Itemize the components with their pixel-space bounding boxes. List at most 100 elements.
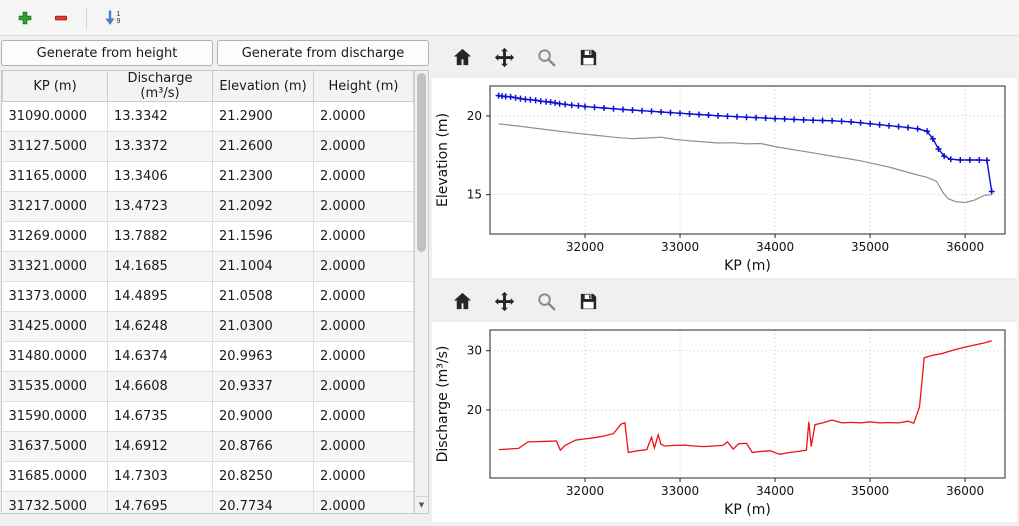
table-cell[interactable]: 21.0508 [212, 281, 314, 312]
discharge-plot-canvas[interactable]: 32000 33000 34000 35000 36000 20 30 KP (m) Disch… [432, 322, 1015, 522]
column-header[interactable]: Height (m) [313, 71, 414, 102]
table-cell[interactable]: 21.0300 [212, 311, 314, 342]
sort-button[interactable]: 1 9 [97, 4, 127, 32]
table-cell[interactable]: 31321.0000 [2, 251, 108, 282]
table-cell[interactable]: 14.6735 [107, 401, 213, 432]
home-button[interactable] [446, 285, 478, 317]
scrollbar-thumb[interactable] [417, 73, 426, 252]
table-cell[interactable]: 31685.0000 [2, 461, 108, 492]
table-cell[interactable]: 31127.5000 [2, 131, 108, 162]
table-cell[interactable]: 2.0000 [313, 251, 414, 282]
table-cell[interactable]: 21.2600 [212, 131, 314, 162]
table-cell[interactable]: 14.6374 [107, 341, 213, 372]
table-cell[interactable]: 2.0000 [313, 131, 414, 162]
table-cell[interactable]: 21.2900 [212, 101, 314, 132]
table-cell[interactable]: 13.3342 [107, 101, 213, 132]
table-cell[interactable]: 14.6912 [107, 431, 213, 462]
table-cell[interactable]: 20.9337 [212, 371, 314, 402]
table-cell[interactable]: 31535.0000 [2, 371, 108, 402]
table-cell[interactable]: 31373.0000 [2, 281, 108, 312]
table-cell[interactable]: 2.0000 [313, 341, 414, 372]
table-cell[interactable]: 13.3406 [107, 161, 213, 192]
table-cell[interactable]: 2.0000 [313, 311, 414, 342]
svg-text:34000: 34000 [756, 484, 794, 498]
pan-button[interactable] [488, 285, 520, 317]
table-cell[interactable]: 14.6248 [107, 311, 213, 342]
table-cell[interactable]: 31480.0000 [2, 341, 108, 372]
table-cell[interactable]: 2.0000 [313, 371, 414, 402]
table-row[interactable]: 31090.0000 13.3342 21.2900 2.0000 [2, 101, 414, 132]
table-cell[interactable]: 2.0000 [313, 281, 414, 312]
table-cell[interactable]: 14.6608 [107, 371, 213, 402]
magnifier-icon [537, 292, 555, 310]
table-cell[interactable]: 21.2300 [212, 161, 314, 192]
table-cell[interactable]: 2.0000 [313, 491, 414, 513]
svg-text:33000: 33000 [661, 484, 699, 498]
table-cell[interactable]: 14.7303 [107, 461, 213, 492]
generate-from-discharge-button[interactable]: Generate from discharge [217, 40, 429, 66]
table-row[interactable]: 31535.0000 14.6608 20.9337 2.0000 [2, 371, 414, 402]
table-cell[interactable]: 31425.0000 [2, 311, 108, 342]
table-cell[interactable]: 20.7734 [212, 491, 314, 513]
scrollbar-track[interactable] [415, 71, 428, 496]
table-row[interactable]: 31590.0000 14.6735 20.9000 2.0000 [2, 401, 414, 432]
table-cell[interactable]: 2.0000 [313, 431, 414, 462]
table-cell[interactable]: 20.9963 [212, 341, 314, 372]
svg-text:36000: 36000 [946, 240, 984, 254]
home-button[interactable] [446, 41, 478, 73]
table-cell[interactable]: 31732.5000 [2, 491, 108, 513]
save-button[interactable] [572, 41, 604, 73]
table-cell[interactable]: 20.9000 [212, 401, 314, 432]
table-cell[interactable]: 31637.5000 [2, 431, 108, 462]
table-cell[interactable]: 13.3372 [107, 131, 213, 162]
table-row[interactable]: 31373.0000 14.4895 21.0508 2.0000 [2, 281, 414, 312]
table-cell[interactable]: 20.8766 [212, 431, 314, 462]
column-header[interactable]: Discharge (m³/s) [107, 71, 213, 102]
table-cell[interactable]: 2.0000 [313, 101, 414, 132]
table-row[interactable]: 31269.0000 13.7882 21.1596 2.0000 [2, 221, 414, 252]
table-cell[interactable]: 2.0000 [313, 161, 414, 192]
column-header[interactable]: Elevation (m) [212, 71, 314, 102]
table-scrollbar[interactable]: ▼ [414, 71, 428, 513]
column-header[interactable]: KP (m) [2, 71, 108, 102]
table-cell[interactable]: 13.4723 [107, 191, 213, 222]
remove-row-button[interactable] [46, 4, 76, 32]
table-row[interactable]: 31637.5000 14.6912 20.8766 2.0000 [2, 431, 414, 462]
table-cell[interactable]: 13.7882 [107, 221, 213, 252]
pan-button[interactable] [488, 41, 520, 73]
table-cell[interactable]: 20.8250 [212, 461, 314, 492]
table-cell[interactable]: 31217.0000 [2, 191, 108, 222]
elevation-chart-panel: 32000 33000 34000 35000 36000 15 20 KP (m) Eleva… [432, 36, 1019, 280]
zoom-button[interactable] [530, 41, 562, 73]
table-cell[interactable]: 14.7695 [107, 491, 213, 513]
add-row-button[interactable] [10, 4, 40, 32]
table-cell[interactable]: 14.4895 [107, 281, 213, 312]
table-cell[interactable]: 31165.0000 [2, 161, 108, 192]
zoom-button[interactable] [530, 285, 562, 317]
table-cell[interactable]: 14.1685 [107, 251, 213, 282]
table-row[interactable]: 31127.5000 13.3372 21.2600 2.0000 [2, 131, 414, 162]
table-cell[interactable]: 31269.0000 [2, 221, 108, 252]
save-button[interactable] [572, 285, 604, 317]
svg-text:32000: 32000 [566, 484, 604, 498]
table-row[interactable]: 31480.0000 14.6374 20.9963 2.0000 [2, 341, 414, 372]
table-cell[interactable]: 21.1596 [212, 221, 314, 252]
table-row[interactable]: 31425.0000 14.6248 21.0300 2.0000 [2, 311, 414, 342]
table-cell[interactable]: 21.2092 [212, 191, 314, 222]
table-cell[interactable]: 2.0000 [313, 461, 414, 492]
table-row[interactable]: 31217.0000 13.4723 21.2092 2.0000 [2, 191, 414, 222]
table-cell[interactable]: 21.1004 [212, 251, 314, 282]
table-row[interactable]: 31321.0000 14.1685 21.1004 2.0000 [2, 251, 414, 282]
svg-text:KP (m): KP (m) [724, 258, 771, 274]
table-row[interactable]: 31165.0000 13.3406 21.2300 2.0000 [2, 161, 414, 192]
generate-from-height-button[interactable]: Generate from height [1, 40, 213, 66]
table-cell[interactable]: 2.0000 [313, 191, 414, 222]
table-cell[interactable]: 2.0000 [313, 401, 414, 432]
table-cell[interactable]: 31590.0000 [2, 401, 108, 432]
table-cell[interactable]: 2.0000 [313, 221, 414, 252]
table-row[interactable]: 31685.0000 14.7303 20.8250 2.0000 [2, 461, 414, 492]
scroll-down-button[interactable]: ▼ [415, 496, 428, 513]
elevation-plot-canvas[interactable]: 32000 33000 34000 35000 36000 15 20 KP (m) Eleva… [432, 78, 1015, 278]
table-row[interactable]: 31732.5000 14.7695 20.7734 2.0000 [2, 491, 414, 513]
table-cell[interactable]: 31090.0000 [2, 101, 108, 132]
